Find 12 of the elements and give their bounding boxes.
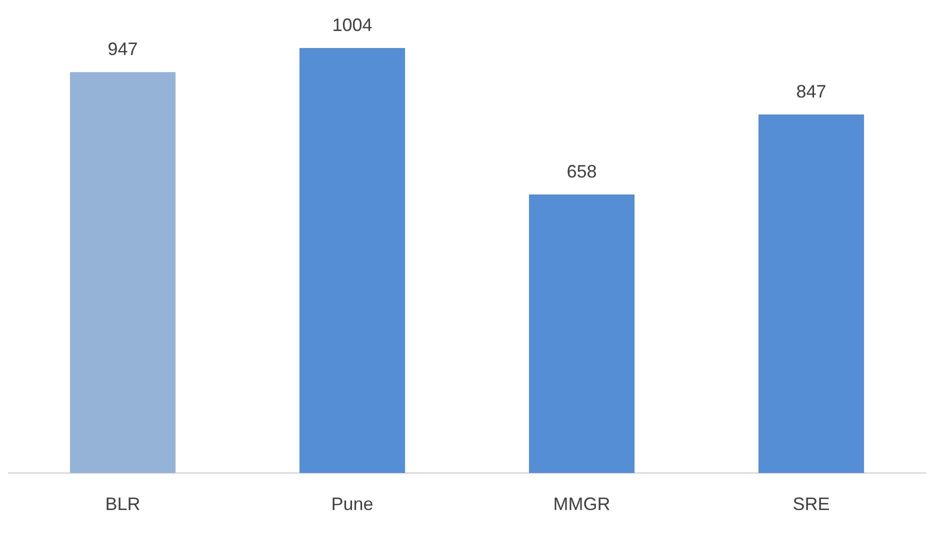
x-tick-label: SRE [792, 494, 830, 514]
x-tick-label: BLR [105, 494, 140, 514]
bar [758, 114, 864, 473]
data-label: 947 [108, 39, 138, 60]
bar [299, 48, 406, 473]
data-label: 658 [566, 161, 597, 182]
bar [528, 194, 635, 473]
x-tick-label: MMGR [553, 494, 610, 514]
data-label: 847 [796, 81, 826, 102]
bar [70, 72, 176, 473]
x-tick-label: Pune [331, 494, 374, 514]
data-label: 1004 [332, 15, 372, 35]
